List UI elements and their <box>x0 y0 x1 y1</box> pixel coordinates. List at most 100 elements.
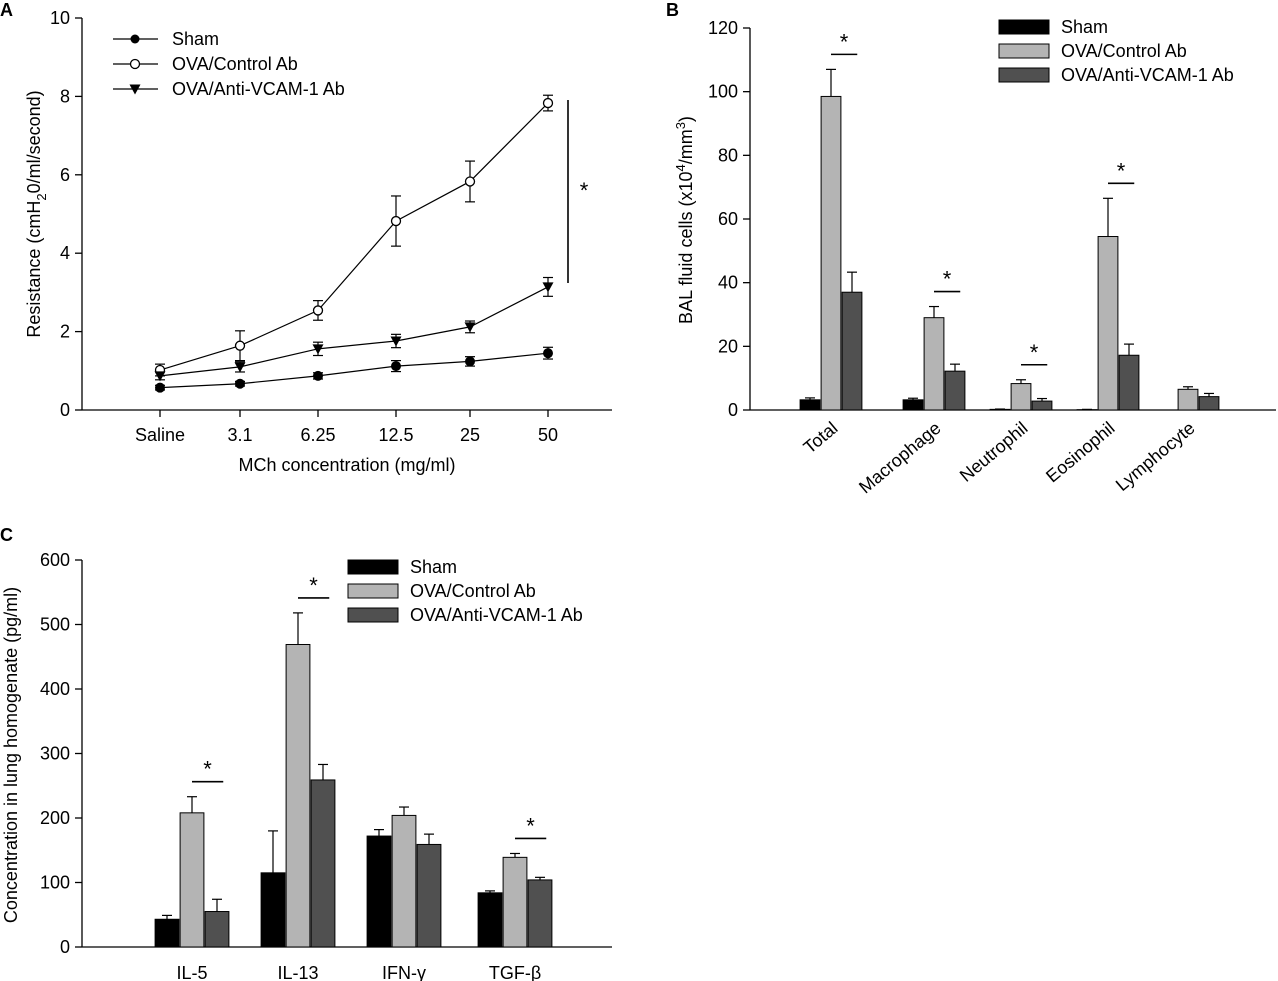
panel-b-bar-eosinophil-ova-control-ab <box>1097 236 1119 411</box>
panel-b-bar-total-ova-anti-vcam-1-ab <box>841 291 863 411</box>
panel-a-y-tick-label: 4 <box>60 243 70 263</box>
panel-a-letter: A <box>0 0 13 20</box>
panel-c-bar-il-13-sham <box>260 872 286 948</box>
legend-sham-label: Sham <box>172 29 219 49</box>
panel-a-y-axis-label: Resistance (cmH20/ml/second) <box>24 90 49 337</box>
panel-b-x-tick-label: Neutrophil <box>956 418 1032 486</box>
panel-a: A 0 2 4 6 8 10 Saline 3.1 6.25 12.5 25 50 Resistan… <box>0 0 612 475</box>
panel-a-x-tick-label: 6.25 <box>300 425 335 445</box>
panel-c-significance-star: * <box>309 573 318 598</box>
panel-a-series-ova-anti-vcam-1-ab-point <box>154 371 166 382</box>
panel-a-series-ova-control-ab-point <box>312 305 324 316</box>
panel-b-bar-macrophage-ova-control-ab <box>923 317 945 411</box>
panel-b-bar-total-ova-control-ab <box>820 95 842 411</box>
panel-c-error-bars <box>162 612 545 920</box>
legend-ova-anti-vcam-1-ab-label: OVA/Anti-VCAM-1 Ab <box>1061 65 1234 85</box>
panel-c-bar-tgf-ova-control-ab <box>502 856 528 948</box>
panel-c: C 0 100 200 300 400 500 600 Concentration in l… <box>0 525 612 981</box>
panel-b-letter: B <box>666 0 679 20</box>
legend-ova-control-ab-label: OVA/Control Ab <box>172 54 298 74</box>
panel-b-y-ticks: 0 20 40 60 80 100 120 <box>708 18 750 420</box>
panel-b-bar-lymphocyte-ova-control-ab <box>1177 388 1199 411</box>
panel-c-y-ticks: 0 100 200 300 400 500 600 <box>40 550 82 957</box>
panel-b-x-tick-label: Total <box>800 418 842 458</box>
panel-a-series-sham-point <box>543 348 553 359</box>
panel-a-significance: * <box>567 100 589 283</box>
legend-sham-swatch <box>998 19 1050 35</box>
panel-c-bar-tgf-ova-anti-vcam-1-ab <box>527 879 553 948</box>
panel-c-x-ticks: IL-5 IL-13 IFN-γ TGF-β <box>176 963 541 981</box>
panel-c-bar-il-13-ova-control-ab <box>285 643 311 948</box>
legend-ova-anti-vcam-1-ab-swatch <box>998 67 1050 83</box>
panel-b-bar-neutrophil-ova-control-ab <box>1010 383 1032 411</box>
panel-c-y-tick-label: 100 <box>40 873 70 893</box>
panel-a-series-lines <box>159 102 549 389</box>
panel-a-series-sham-point <box>235 378 245 389</box>
legend-ova-anti-vcam-1-ab-label: OVA/Anti-VCAM-1 Ab <box>172 79 345 99</box>
panel-c-significance: * * * <box>192 573 547 840</box>
panel-a-series-sham-point <box>313 370 323 381</box>
legend-sham-marker <box>130 34 140 44</box>
legend-ova-control-ab-swatch <box>347 583 399 599</box>
panel-b-significance-star: * <box>1030 340 1039 365</box>
panel-c-y-tick-label: 600 <box>40 550 70 570</box>
panel-b-bar-total-sham <box>799 399 821 411</box>
panel-c-bar-il-5-ova-anti-vcam-1-ab <box>204 911 230 948</box>
panel-c-legend: Sham OVA/Control Ab OVA/Anti-VCAM-1 Ab <box>347 557 583 625</box>
panel-b-significance: * * * * <box>831 29 1135 366</box>
panel-c-y-tick-label: 200 <box>40 808 70 828</box>
panel-c-letter: C <box>0 525 13 545</box>
panel-c-x-tick-label: IL-13 <box>277 963 318 981</box>
legend-ova-control-ab-marker <box>129 58 141 70</box>
legend-sham-swatch <box>347 559 399 575</box>
legend-ova-control-ab-swatch <box>998 43 1050 59</box>
panel-c-bar-il-5-sham <box>154 918 180 948</box>
panel-c-y-tick-label: 0 <box>60 937 70 957</box>
panel-b-y-tick-label: 100 <box>708 82 738 102</box>
panel-c-bars <box>154 643 553 948</box>
panel-a-x-tick-label: 12.5 <box>378 425 413 445</box>
panel-a-series-ova-anti-vcam-1-ab-line <box>159 286 549 377</box>
panel-c-y-axis-label: Concentration in lung homogenate (pg/ml) <box>1 587 21 923</box>
panel-a-series-sham-point <box>391 361 401 372</box>
panel-a-y-tick-label: 10 <box>50 8 70 28</box>
panel-a-x-tick-label: 3.1 <box>227 425 252 445</box>
panel-b-error-bars <box>805 68 1214 410</box>
panel-a-y-tick-label: 8 <box>60 86 70 106</box>
panel-a-series-ova-anti-vcam-1-ab-point <box>312 344 324 355</box>
panel-b: B 0 20 40 60 80 100 120 BAL fluid cells (x104/… <box>666 0 1276 497</box>
panel-a-y-tick-label: 0 <box>60 400 70 420</box>
panel-c-x-tick-label: TGF-β <box>489 963 541 981</box>
panel-b-y-tick-label: 120 <box>708 18 738 38</box>
panel-b-y-tick-label: 60 <box>718 209 738 229</box>
panel-c-bar-il-5-ova-control-ab <box>179 812 205 948</box>
panel-a-y-tick-label: 2 <box>60 322 70 342</box>
panel-c-significance-star: * <box>203 757 212 782</box>
panel-a-series-sham-line <box>159 352 549 389</box>
legend-sham-label: Sham <box>1061 17 1108 37</box>
panel-c-x-tick-label: IL-5 <box>176 963 207 981</box>
panel-b-bar-eosinophil-ova-anti-vcam-1-ab <box>1118 354 1140 411</box>
panel-a-y-tick-label: 6 <box>60 165 70 185</box>
panel-c-bar-ifn-sham <box>366 835 392 948</box>
panel-a-series-ova-anti-vcam-1-ab-point <box>390 336 402 347</box>
panel-c-bar-il-13-ova-anti-vcam-1-ab <box>310 779 336 948</box>
panel-a-series-ova-anti-vcam-1-ab-point <box>234 362 246 373</box>
panel-b-significance-star: * <box>943 267 952 292</box>
panel-b-y-tick-label: 20 <box>718 336 738 356</box>
panel-a-significance-star: * <box>580 178 589 203</box>
panel-b-x-tick-label: Macrophage <box>855 418 945 498</box>
panel-b-significance-star: * <box>840 29 849 54</box>
legend-ova-anti-vcam-1-ab-swatch <box>347 607 399 623</box>
panel-a-series-ova-control-ab-point <box>234 340 246 351</box>
panel-b-significance-star: * <box>1117 158 1126 183</box>
panel-a-x-tick-label: 25 <box>460 425 480 445</box>
panel-c-significance-star: * <box>526 813 535 838</box>
legend-ova-control-ab-label: OVA/Control Ab <box>1061 41 1187 61</box>
panel-a-x-axis-label: MCh concentration (mg/ml) <box>238 455 455 475</box>
panel-c-y-tick-label: 300 <box>40 744 70 764</box>
panel-a-series-ova-control-ab-point <box>464 176 476 187</box>
panel-b-y-tick-label: 40 <box>718 273 738 293</box>
legend-ova-control-ab-label: OVA/Control Ab <box>410 581 536 601</box>
panel-a-series-ova-control-ab-line <box>159 102 549 371</box>
